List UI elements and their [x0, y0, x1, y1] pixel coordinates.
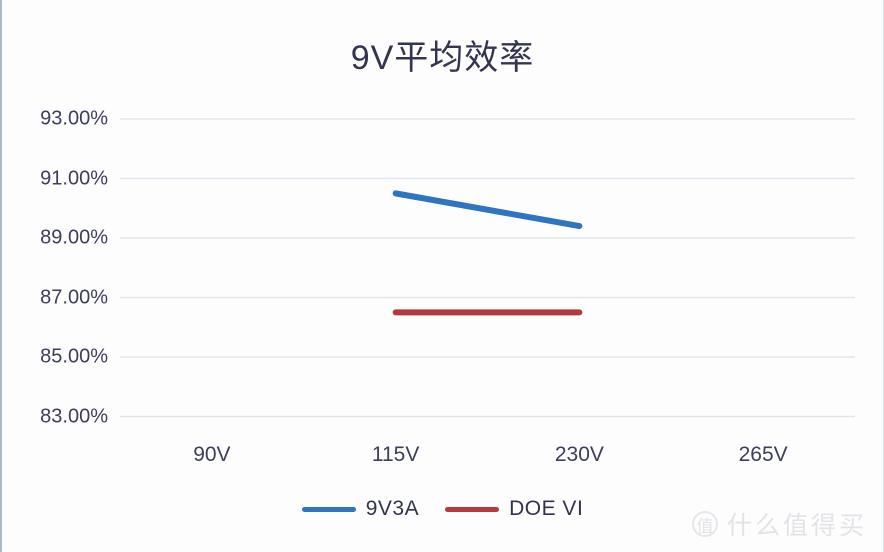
y-axis-tick: 83.00%	[40, 405, 108, 427]
legend-label-9v3a: 9V3A	[365, 497, 420, 520]
legend-item-doe-vi: DOE VI	[445, 497, 583, 521]
y-axis-tick: 85.00%	[40, 345, 108, 368]
chart-title: 9V平均效率	[350, 39, 535, 77]
x-axis-tick: 90V	[193, 443, 231, 466]
y-axis-tick: 91.00%	[40, 167, 108, 189]
series-line-9v3a	[392, 190, 583, 230]
legend-line-swatch-9v3a	[301, 506, 356, 512]
watermark-text: 什么值得买	[726, 512, 867, 540]
y-axis-tick: 93.00%	[40, 107, 108, 130]
legend-label-doe-vi: DOE VI	[509, 497, 584, 520]
x-axis-tick: 115V	[371, 443, 420, 466]
watermark: 值 什么值得买	[691, 506, 867, 542]
legend-line-swatch-doe-vi	[445, 506, 500, 512]
x-axis-tick: 265V	[738, 443, 788, 466]
x-axis-tick: 230V	[554, 443, 604, 466]
y-axis-tick: 89.00%	[40, 226, 108, 249]
y-axis-tick: 87.00%	[40, 286, 108, 308]
legend: 9V3A DOE VI	[2, 497, 883, 521]
legend-item-9v3a: 9V3A	[301, 497, 420, 521]
smzdm-badge-icon: 值	[691, 511, 718, 537]
